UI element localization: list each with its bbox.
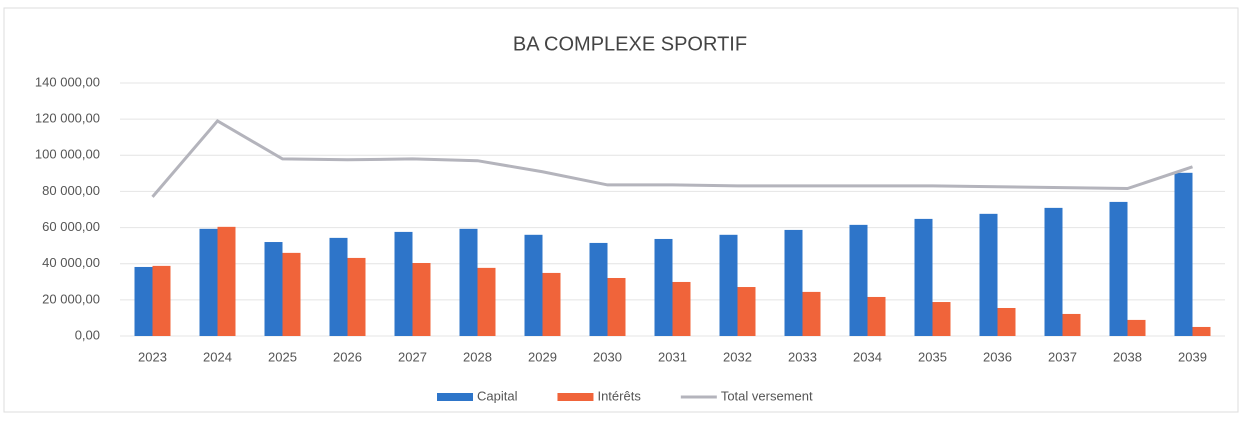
bar: [217, 226, 236, 336]
bar: [134, 266, 153, 336]
bar: [1127, 319, 1146, 336]
bar: [784, 229, 803, 336]
bar: [672, 281, 691, 336]
y-tick-label: 80 000,00: [42, 183, 100, 198]
bar: [997, 307, 1016, 336]
bar: [459, 228, 478, 336]
bar: [867, 296, 886, 336]
x-tick-label: 2031: [658, 349, 687, 364]
legend-swatch: [557, 393, 594, 401]
y-tick-label: 120 000,00: [35, 111, 100, 126]
bar: [1174, 172, 1193, 336]
bar: [394, 231, 413, 336]
x-tick-label: 2023: [138, 349, 167, 364]
chart-title: BA COMPLEXE SPORTIF: [513, 33, 747, 55]
bar: [914, 218, 933, 336]
bar: [264, 242, 283, 336]
bar: [152, 265, 171, 336]
y-tick-label: 0,00: [75, 327, 100, 342]
x-tick-label: 2029: [528, 349, 557, 364]
bar: [542, 272, 561, 336]
legend-swatch: [437, 393, 473, 401]
bar: [802, 291, 821, 336]
bar: [477, 267, 496, 336]
x-tick-label: 2024: [203, 349, 232, 364]
x-tick-label: 2026: [333, 349, 362, 364]
x-tick-label: 2030: [593, 349, 622, 364]
x-tick-label: 2027: [398, 349, 427, 364]
legend-label: Intérêts: [597, 388, 641, 403]
x-tick-label: 2025: [268, 349, 297, 364]
bar: [524, 234, 543, 336]
legend-label: Total versement: [721, 388, 813, 403]
x-tick-label: 2032: [723, 349, 752, 364]
bar: [199, 228, 218, 336]
y-tick-label: 140 000,00: [35, 74, 100, 89]
x-tick-label: 2038: [1113, 349, 1142, 364]
y-tick-label: 100 000,00: [35, 147, 100, 162]
x-tick-label: 2034: [853, 349, 882, 364]
line-series: [151, 119, 1193, 198]
bar: [589, 242, 608, 336]
bar: [719, 234, 738, 336]
x-tick-label: 2033: [788, 349, 817, 364]
y-tick-label: 60 000,00: [42, 219, 100, 234]
y-tick-label: 40 000,00: [42, 255, 100, 270]
bar: [412, 262, 431, 336]
bar: [1044, 207, 1063, 336]
bar: [979, 213, 998, 336]
bar: [607, 277, 626, 336]
legend-label: Capital: [477, 388, 518, 403]
x-tick-label: 2039: [1178, 349, 1207, 364]
bar: [329, 237, 348, 336]
x-tick-label: 2035: [918, 349, 947, 364]
bar: [1109, 201, 1128, 336]
x-tick-label: 2037: [1048, 349, 1077, 364]
chart-frame: [3, 7, 1239, 413]
bar: [932, 302, 951, 336]
bar: [849, 224, 868, 336]
bar: [347, 257, 366, 336]
bar: [737, 287, 756, 336]
y-tick-label: 20 000,00: [42, 291, 100, 306]
bar: [654, 238, 673, 336]
bar: [1062, 313, 1081, 336]
x-tick-label: 2036: [983, 349, 1012, 364]
x-tick-label: 2028: [463, 349, 492, 364]
bar: [282, 252, 301, 336]
bar: [1192, 326, 1211, 336]
